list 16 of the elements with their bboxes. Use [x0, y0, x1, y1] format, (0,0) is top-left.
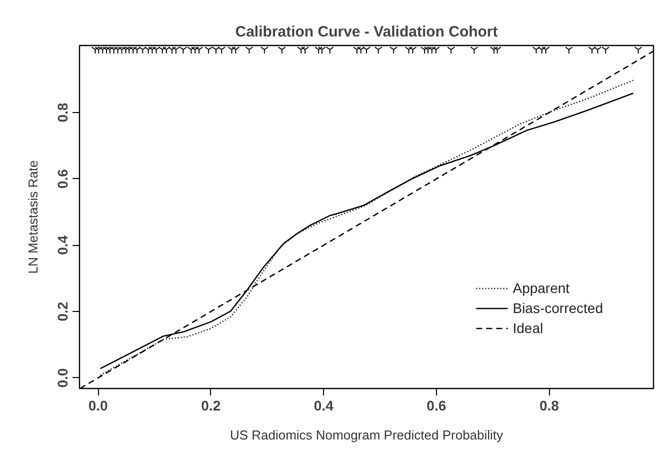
- x-tick-label: 0.6: [426, 398, 446, 414]
- y-tick-label: 0.6: [54, 168, 70, 189]
- y-axis-title: LN Metastasis Rate: [26, 160, 40, 274]
- legend-label: Ideal: [512, 320, 544, 336]
- chart-title: Calibration Curve - Validation Cohort: [235, 24, 498, 40]
- legend-label: Apparent: [512, 280, 570, 296]
- x-tick-label: 0.8: [539, 398, 560, 414]
- x-axis-title: US Radiomics Nomogram Predicted Probability: [230, 428, 504, 442]
- y-tick-label: 0.2: [54, 302, 70, 322]
- x-tick-label: 0.0: [88, 398, 108, 414]
- y-tick-label: 0.4: [54, 235, 70, 255]
- y-tick-label: 0.8: [54, 102, 70, 122]
- x-tick-label: 0.2: [201, 398, 221, 414]
- legend-label: Bias-corrected: [512, 300, 603, 316]
- x-tick-label: 0.4: [314, 398, 334, 414]
- y-tick-label: 0.0: [54, 368, 70, 388]
